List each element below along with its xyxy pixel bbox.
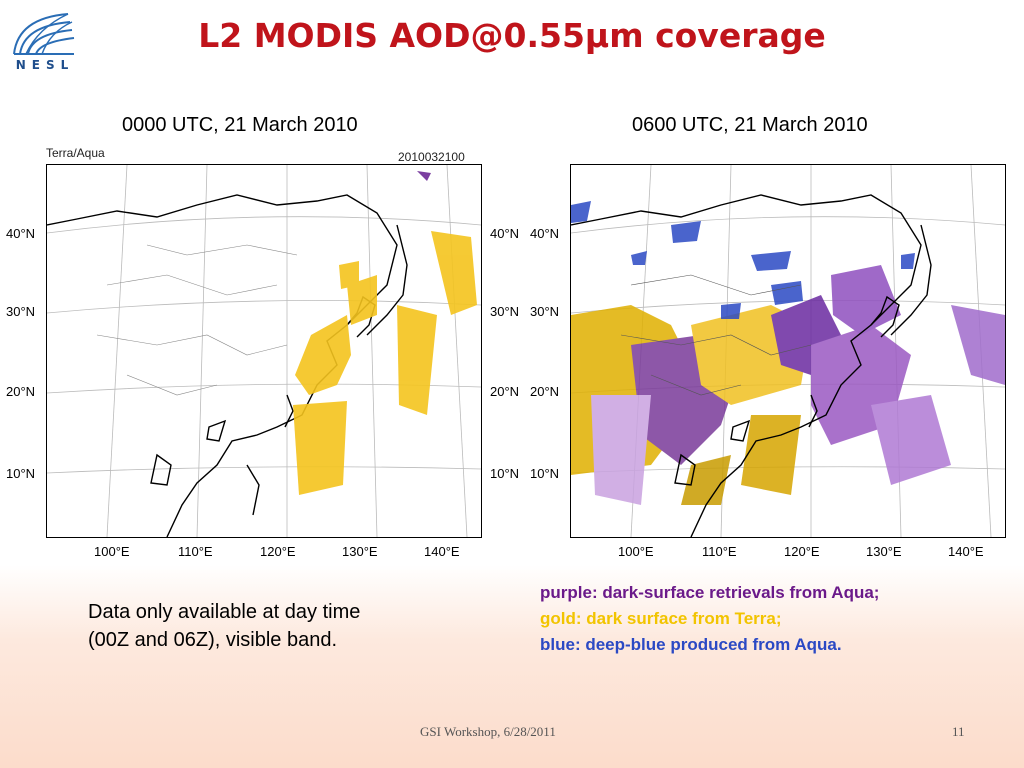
legend-gold: gold: dark surface from Terra; [540,609,782,628]
right-lat-label-outer: 20°N [490,384,520,399]
nesl-logo [8,8,80,80]
logo-text: NESL [15,58,75,72]
left-panel-datetime-label: 2010032100 [398,150,465,164]
right-lat-label-outer: 30°N [490,304,520,319]
page-number: 11 [952,724,965,739]
note-line: (00Z and 06Z), visible band. [88,629,338,651]
left-lon-label: 100°E [94,544,130,559]
footer-text: GSI Workshop, 6/28/2011 [420,724,556,739]
right-lon-label: 120°E [784,544,820,559]
slide-title: L2 MODIS AOD@0.55μm coverage [198,16,826,55]
right-panel-caption: 0600 UTC, 21 March 2010 [632,114,868,136]
right-lon-label: 100°E [618,544,654,559]
legend-purple: purple: dark-surface retrievals from Aqu… [540,583,880,602]
left-panel-satellite-label: Terra/Aqua [46,146,105,160]
right-lat-label: 10°N [530,466,560,481]
legend-blue: blue: deep-blue produced from Aqua. [540,635,842,654]
left-map [46,164,482,538]
right-lat-label: 40°N [530,226,560,241]
right-lon-label: 140°E [948,544,984,559]
right-lat-label-outer: 40°N [490,226,520,241]
left-lat-label: 30°N [6,304,36,319]
left-lat-label: 40°N [6,226,36,241]
availability-note: Data only available at day time (00Z and… [88,598,468,654]
left-lon-label: 140°E [424,544,460,559]
right-lon-label: 110°E [702,544,737,559]
left-lat-label: 20°N [6,384,36,399]
left-lon-label: 120°E [260,544,296,559]
color-legend: purple: dark-surface retrievals from Aqu… [540,580,879,658]
right-map [570,164,1006,538]
note-line: Data only available at day time [88,601,361,623]
left-lon-label: 110°E [178,544,213,559]
right-lat-label: 30°N [530,304,560,319]
right-lat-label: 20°N [530,384,560,399]
right-lon-label: 130°E [866,544,902,559]
left-panel-caption: 0000 UTC, 21 March 2010 [122,114,358,136]
left-lat-label: 10°N [6,466,36,481]
left-lon-label: 130°E [342,544,378,559]
right-lat-label-outer: 10°N [490,466,520,481]
